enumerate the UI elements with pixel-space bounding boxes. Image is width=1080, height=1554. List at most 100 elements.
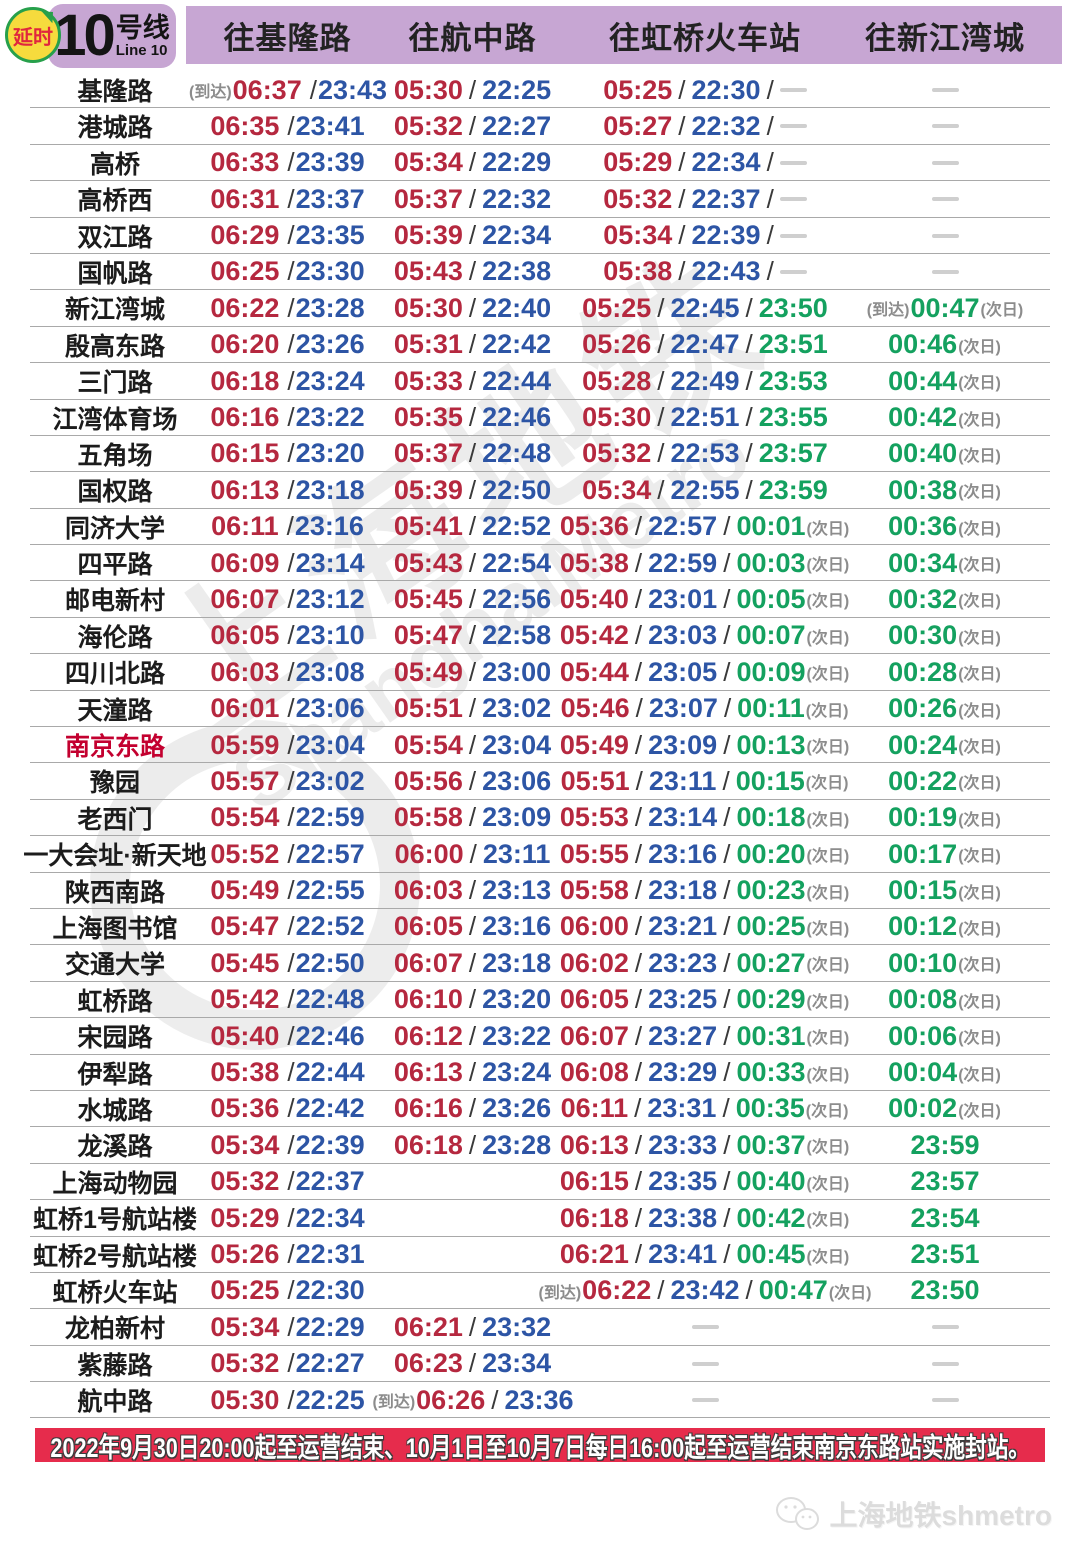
separator-slash: / bbox=[722, 1093, 730, 1124]
separator-slash: / bbox=[723, 1057, 731, 1088]
last-train-time: 22:32 bbox=[691, 110, 761, 141]
separator-slash: / bbox=[723, 1020, 731, 1051]
separator-slash: / bbox=[468, 911, 477, 942]
to-hongqiao-times: 06:21/23:41/00:45 (次日) bbox=[560, 1239, 849, 1270]
no-service-dash bbox=[779, 88, 807, 92]
separator-slash: / bbox=[634, 984, 643, 1015]
table-row: 海伦路 06:05/23:10 05:47/22:58 05:42/23:03/00:… bbox=[30, 618, 1050, 655]
separator-slash: / bbox=[287, 875, 295, 906]
station-name: 天潼路 bbox=[77, 696, 153, 725]
to-hongqiao-times: 05:28/22:49/23:53 bbox=[570, 366, 840, 397]
separator-slash: / bbox=[723, 729, 731, 760]
first-train-time: 05:30 bbox=[393, 292, 463, 323]
table-row: 国权路 06:13/23:18 05:39/22:50 05:34/22:55/23:… bbox=[30, 472, 1050, 509]
separator-slash: / bbox=[634, 838, 643, 869]
separator-slash: / bbox=[678, 256, 686, 287]
station-name: 港城路 bbox=[77, 114, 153, 143]
last-train-time: 22:56 bbox=[482, 583, 552, 614]
last-train-time: 22:27 bbox=[295, 1348, 365, 1379]
table-row: 南京东路 05:59/23:04 05:54/23:04 05:49/23:09/00… bbox=[30, 727, 1050, 764]
separator-slash: / bbox=[287, 1057, 295, 1088]
separator-slash: / bbox=[723, 547, 731, 578]
no-service-dash bbox=[931, 1361, 959, 1366]
extended-last-train-time: 00:19 bbox=[888, 802, 958, 833]
station-name: 同济大学 bbox=[64, 514, 165, 543]
to-hangzhong-times: 05:49/23:00 bbox=[375, 657, 570, 688]
first-train-time: 06:11 bbox=[560, 1093, 629, 1124]
header: 往基隆路 往航中路 往虹桥火车站 往新江湾城 10 号线 Line 10 延时 bbox=[0, 4, 1080, 68]
last-train-time: 22:48 bbox=[295, 984, 365, 1015]
station-name: 四平路 bbox=[77, 551, 153, 580]
last-train-time: 23:06 bbox=[482, 765, 552, 796]
separator-slash: / bbox=[491, 1384, 499, 1415]
to-hangzhong-times: 06:13/23:24 bbox=[375, 1057, 570, 1088]
to-hongqiao-times: 05:25/22:45/23:50 bbox=[570, 293, 840, 324]
to-xinjiangwan-times bbox=[840, 233, 1050, 238]
next-day-note: (次日) bbox=[806, 1175, 850, 1193]
last-train-time: 23:02 bbox=[295, 765, 365, 796]
last-train-time: 23:42 bbox=[670, 1275, 740, 1306]
first-train-time: 05:49 bbox=[393, 656, 463, 687]
first-train-time: 05:49 bbox=[210, 875, 280, 906]
separator-slash: / bbox=[468, 402, 477, 433]
separator-slash: / bbox=[468, 110, 477, 141]
last-train-time: 23:13 bbox=[482, 875, 552, 906]
extended-last-train-time: 00:03 bbox=[736, 547, 806, 578]
separator-slash: / bbox=[468, 511, 477, 542]
separator-slash: / bbox=[287, 220, 295, 251]
station-name: 宋园路 bbox=[77, 1024, 153, 1053]
to-hangzhong-times: 06:12/23:22 bbox=[375, 1021, 570, 1052]
last-train-time: 23:03 bbox=[648, 620, 718, 651]
first-train-time: 06:13 bbox=[393, 1057, 463, 1088]
separator-slash: / bbox=[287, 147, 295, 178]
to-xinjiangwan-times: 00:06 (次日) bbox=[840, 1021, 1050, 1052]
to-hangzhong-times: 05:34/22:29 bbox=[375, 147, 570, 178]
to-jilong-times: 05:45/22:50 bbox=[200, 948, 375, 979]
first-train-time: 06:22 bbox=[582, 1275, 652, 1306]
last-train-time: 23:16 bbox=[294, 511, 364, 542]
separator-slash: / bbox=[468, 656, 477, 687]
last-train-time: 22:53 bbox=[670, 438, 740, 469]
first-train-time: 05:58 bbox=[559, 875, 629, 906]
first-train-time: 05:32 bbox=[603, 183, 673, 214]
separator-slash: / bbox=[468, 74, 477, 105]
extended-last-train-time: 00:42 bbox=[736, 1202, 806, 1233]
separator-slash: / bbox=[287, 693, 295, 724]
extended-last-train-time: 00:08 bbox=[888, 984, 958, 1015]
arrive-note: (到达) bbox=[866, 302, 910, 320]
to-hangzhong-times: 05:30/22:25 bbox=[375, 75, 570, 106]
table-row: 虹桥路 05:42/22:48 06:10/23:20 06:05/23:25/00:… bbox=[30, 982, 1050, 1019]
first-train-time: 05:27 bbox=[603, 110, 673, 141]
last-train-time: 22:59 bbox=[648, 547, 718, 578]
separator-slash: / bbox=[745, 1275, 753, 1306]
to-hongqiao-times: 05:44/23:05/00:09 (次日) bbox=[560, 656, 849, 688]
separator-slash: / bbox=[634, 656, 643, 687]
extended-last-train-time: 00:40 bbox=[736, 1166, 806, 1197]
first-train-time: 06:03 bbox=[210, 656, 280, 687]
station-name: 水城路 bbox=[77, 1096, 153, 1125]
last-train-time: 22:46 bbox=[482, 402, 552, 433]
first-train-time: 06:21 bbox=[393, 1311, 463, 1342]
separator-slash: / bbox=[287, 765, 295, 796]
station-name: 南京东路 bbox=[64, 733, 165, 762]
station-name: 一大会址·新天地 bbox=[23, 842, 207, 871]
extended-last-train-time: 00:04 bbox=[888, 1057, 958, 1088]
separator-slash: / bbox=[634, 1093, 642, 1124]
first-train-time: 06:22 bbox=[210, 292, 280, 323]
last-train-time: 23:14 bbox=[648, 802, 718, 833]
extended-last-train-time: 00:34 bbox=[888, 547, 958, 578]
last-train-time: 23:26 bbox=[482, 1093, 552, 1124]
separator-slash: / bbox=[287, 947, 295, 978]
separator-slash: / bbox=[634, 583, 643, 614]
first-train-time: 05:55 bbox=[559, 838, 629, 869]
extended-last-train-time: 00:06 bbox=[888, 1020, 958, 1051]
table-row: 伊犁路 05:38/22:44 06:13/23:24 06:08/23:29/00:… bbox=[30, 1055, 1050, 1091]
last-train-time: 22:39 bbox=[691, 220, 761, 251]
last-train-time: 23:01 bbox=[648, 583, 718, 614]
last-train-time: 23:07 bbox=[648, 693, 718, 724]
last-train-time: 23:14 bbox=[295, 547, 365, 578]
last-train-time: 22:54 bbox=[482, 547, 552, 578]
last-train-time: 23:09 bbox=[482, 802, 552, 833]
to-xinjiangwan-times: 00:24 (次日) bbox=[840, 730, 1050, 761]
separator-slash: / bbox=[766, 220, 774, 251]
